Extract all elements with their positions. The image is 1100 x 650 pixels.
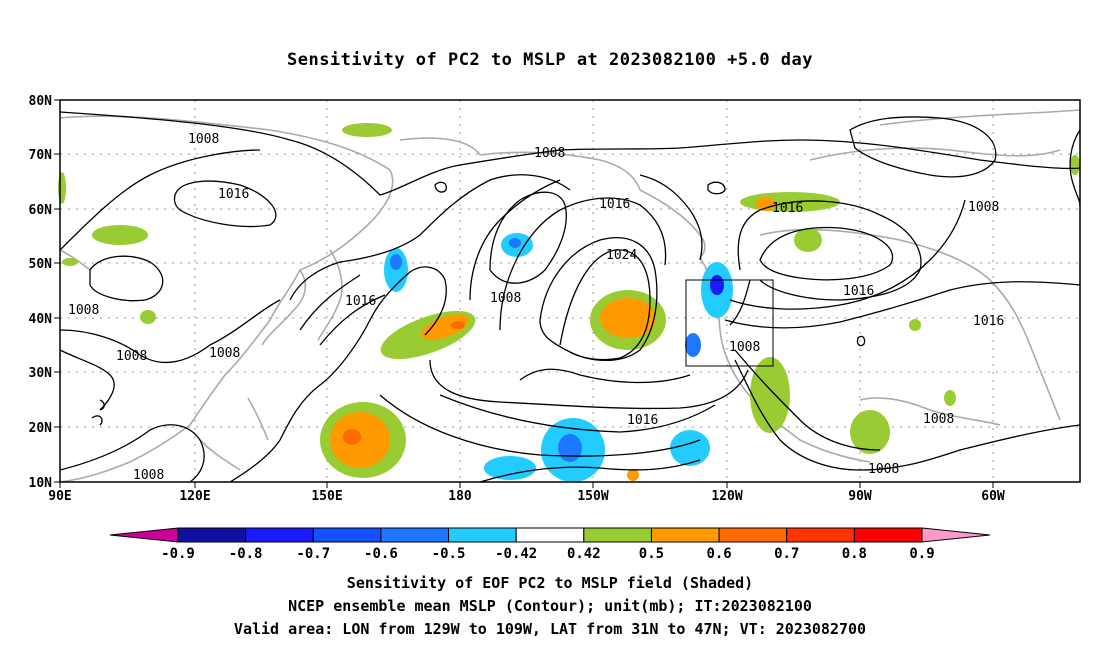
lat-label: 50N <box>29 257 53 272</box>
contour-label: 1016 <box>599 197 630 212</box>
contour-label: 1008 <box>534 146 565 161</box>
lat-label: 60N <box>29 203 53 218</box>
contour-label: 1008 <box>729 340 760 355</box>
colorbar-label: -0.6 <box>364 546 398 562</box>
lat-label: 30N <box>29 366 53 381</box>
contour-label: 1008 <box>490 291 521 306</box>
colorbar-label: -0.8 <box>229 546 263 562</box>
lat-label: 10N <box>29 476 53 491</box>
gridlines <box>60 100 1080 482</box>
colorbar-swatch <box>853 527 923 543</box>
contour-label: 1008 <box>116 349 147 364</box>
contour-label: 1016 <box>843 284 874 299</box>
contour-label: 1016 <box>973 314 1004 329</box>
contour-label: 1016 <box>772 201 803 216</box>
colorbar-label: -0.42 <box>495 546 537 562</box>
colorbar-label: 0.42 <box>567 546 601 562</box>
lon-label: 180 <box>448 489 472 504</box>
contour-label: 1008 <box>868 462 899 477</box>
contour-label: 1008 <box>923 412 954 427</box>
lat-label: 70N <box>29 148 53 163</box>
colorbar-label: -0.9 <box>161 546 195 562</box>
colorbar: -0.9 -0.8 -0.7 -0.6 -0.5 -0.42 0.42 0.5 0.6 0.7 0.… <box>109 527 991 562</box>
colorbar-swatch <box>448 527 517 543</box>
longitude-labels: 90E 120E 150E 180 150W 120W 90W 60W <box>48 489 1005 504</box>
colorbar-swatch <box>583 527 652 543</box>
lon-label: 90E <box>48 489 71 504</box>
lon-label: 150W <box>577 489 608 504</box>
contour-label: 1016 <box>218 187 249 202</box>
colorbar-swatch <box>786 527 855 543</box>
lon-label: 90W <box>848 489 872 504</box>
contour-labels: 1008 1016 1008 1016 1024 1016 1008 1016 … <box>68 132 1004 483</box>
map-frame <box>59 99 1081 483</box>
colorbar-swatch <box>312 527 382 543</box>
valid-area-box <box>685 279 774 367</box>
contour-label: 1016 <box>345 294 376 309</box>
map-title: Sensitivity of PC2 to MSLP at 2023082100… <box>286 50 813 70</box>
colorbar-label: 0.8 <box>842 546 867 562</box>
lon-label: 120E <box>179 489 210 504</box>
latitude-labels: 80N 70N 60N 50N 40N 30N 20N 10N <box>29 94 53 491</box>
lat-label: 80N <box>29 94 53 109</box>
caption-line-2: NCEP ensemble mean MSLP (Contour); unit(… <box>288 597 812 615</box>
colorbar-label: 0.5 <box>639 546 664 562</box>
colorbar-arrow-left <box>109 527 179 543</box>
colorbar-label: -0.7 <box>296 546 330 562</box>
colorbar-swatch <box>380 527 450 543</box>
contour-label: 1008 <box>188 132 219 147</box>
contour-label: 1008 <box>68 303 99 318</box>
colorbar-swatch <box>718 527 788 543</box>
shaded-sensitivity <box>58 123 1080 482</box>
colorbar-label: 0.9 <box>909 546 934 562</box>
contour-label: 1008 <box>133 468 164 483</box>
colorbar-label: 0.6 <box>706 546 731 562</box>
colorbar-arrow-right <box>921 527 991 543</box>
lat-label: 40N <box>29 312 53 327</box>
lon-label: 60W <box>981 489 1005 504</box>
contour-label: 1024 <box>606 248 637 263</box>
contour-label: 1008 <box>968 200 999 215</box>
colorbar-swatch <box>650 527 720 543</box>
contour-label: 1016 <box>627 413 658 428</box>
lon-label: 150E <box>311 489 342 504</box>
colorbar-swatch <box>515 527 585 543</box>
colorbar-swatch <box>177 527 247 543</box>
caption-line-1: Sensitivity of EOF PC2 to MSLP field (Sh… <box>346 574 754 592</box>
colorbar-label: 0.7 <box>774 546 799 562</box>
lon-label: 120W <box>711 489 742 504</box>
contour-label: 1008 <box>209 346 240 361</box>
mslp-contours <box>59 111 1081 483</box>
axis-ticks <box>54 99 994 488</box>
caption-line-3: Valid area: LON from 129W to 109W, LAT f… <box>233 620 867 638</box>
lat-label: 20N <box>29 421 53 436</box>
colorbar-swatch <box>245 527 314 543</box>
colorbar-label: -0.5 <box>432 546 466 562</box>
